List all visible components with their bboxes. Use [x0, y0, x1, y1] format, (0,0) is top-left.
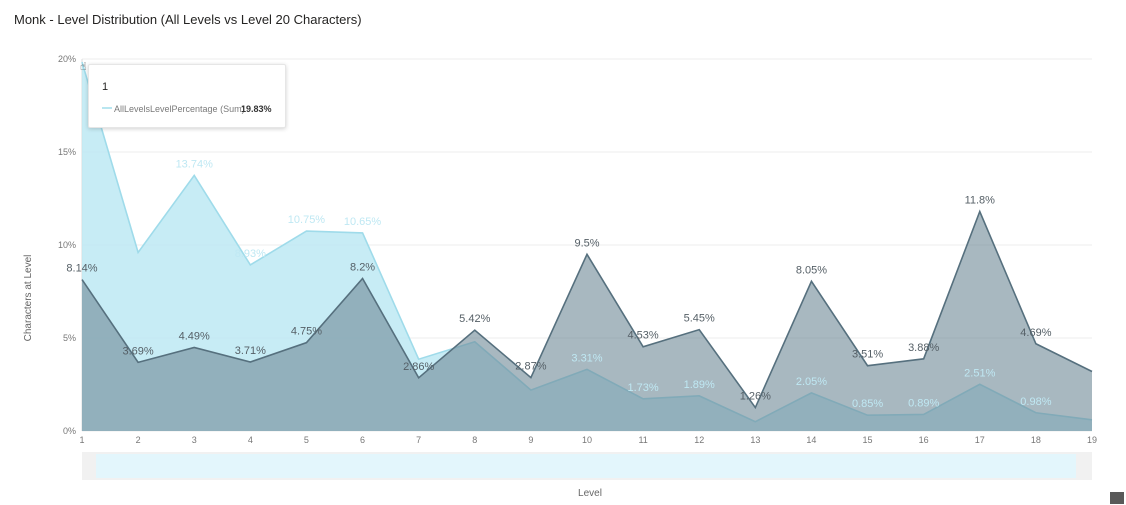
data-label: 2.87% [515, 361, 546, 373]
pointer-cursor-icon: ☝ [80, 61, 87, 73]
tooltip: 1 AllLevelsLevelPercentage (Sum) 19.83% [88, 64, 286, 128]
data-label: 3.31% [571, 352, 602, 364]
data-label: 5.45% [684, 313, 715, 325]
x-tick-label: 2 [136, 435, 141, 445]
y-axis-label: Characters at Level [23, 255, 34, 342]
x-tick-label: 11 [638, 435, 647, 445]
data-label: 4.53% [628, 330, 659, 342]
data-label: 2.51% [964, 367, 995, 379]
data-label: 13.74% [176, 158, 214, 170]
x-tick-label: 7 [416, 435, 421, 445]
tooltip-series-swatch [102, 107, 112, 109]
y-tick-label: 20% [58, 54, 76, 64]
data-label: 2.05% [796, 376, 827, 388]
data-label: 4.75% [291, 326, 322, 338]
data-label: 0.89% [908, 397, 939, 409]
data-labels: 13.74% 8.93% 10.75% 10.65% 3.31% 1.73% 1.89% 2.… [66, 158, 1051, 410]
data-label: 3.71% [235, 345, 266, 357]
scrollbar-thumb[interactable] [96, 454, 1076, 478]
corner-icon [1110, 492, 1124, 504]
data-label: 3.88% [908, 342, 939, 354]
series-line [81, 209, 1093, 410]
x-tick-label: 15 [863, 435, 873, 445]
data-label: 8.05% [796, 264, 827, 276]
data-label: 2.86% [403, 361, 434, 373]
data-label: 3.69% [123, 345, 154, 357]
x-tick-label: 14 [806, 435, 816, 445]
tooltip-value: 19.83% [241, 104, 272, 114]
x-tick-label: 16 [919, 435, 929, 445]
data-label: 0.98% [1020, 396, 1051, 408]
x-tick-label: 1 [79, 435, 84, 445]
data-label: 1.73% [628, 382, 659, 394]
data-label: 0.85% [852, 398, 883, 410]
axis-ticks: 0%5%10%15%20%1 2 3 4 5 6 7 8 9 10 11 12 13 14 15 16 17 18… [58, 54, 1097, 445]
y-tick-label: 10% [58, 240, 76, 250]
x-axis-label: Level [578, 488, 602, 499]
x-tick-label: 5 [304, 435, 309, 445]
x-tick-label: 13 [750, 435, 760, 445]
data-label: 8.2% [350, 261, 375, 273]
y-tick-label: 15% [58, 147, 76, 157]
data-label: 11.8% [965, 195, 996, 207]
data-label: 8.93% [235, 248, 266, 260]
data-label: 3.51% [852, 349, 883, 361]
x-tick-label: 8 [472, 435, 477, 445]
y-tick-label: 5% [63, 333, 76, 343]
data-label: 1.26% [740, 391, 771, 403]
data-label: 9.5% [574, 237, 599, 249]
x-tick-label: 9 [528, 435, 533, 445]
x-tick-label: 4 [248, 435, 253, 445]
x-tick-label: 3 [192, 435, 197, 445]
tooltip-header: 1 [102, 81, 109, 93]
data-label: 4.69% [1020, 327, 1051, 339]
x-tick-label: 19 [1087, 435, 1097, 445]
x-tick-label: 18 [1031, 435, 1041, 445]
data-label: 8.14% [66, 263, 97, 275]
x-tick-label: 17 [975, 435, 985, 445]
data-label: 10.65% [344, 216, 382, 228]
data-label: 10.75% [288, 214, 326, 226]
data-label: 4.49% [179, 330, 210, 342]
data-label: 5.42% [459, 313, 490, 325]
x-tick-label: 12 [694, 435, 704, 445]
series-areas [81, 61, 1093, 432]
series-area [82, 211, 1092, 431]
tooltip-series-name: AllLevelsLevelPercentage (Sum) [114, 104, 245, 114]
y-tick-label: 0% [63, 426, 76, 436]
x-tick-label: 10 [582, 435, 592, 445]
data-label: 1.89% [684, 379, 715, 391]
chart-title: Monk - Level Distribution (All Levels vs… [14, 12, 362, 27]
x-tick-label: 6 [360, 435, 365, 445]
